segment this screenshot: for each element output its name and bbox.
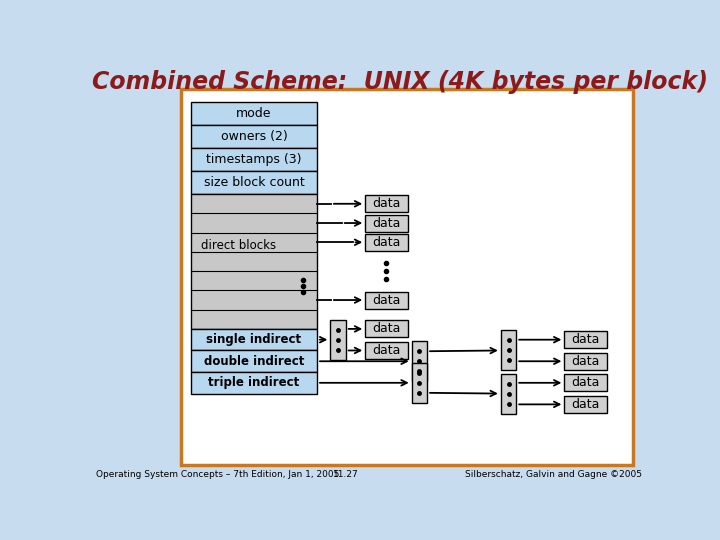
Text: data: data bbox=[372, 294, 400, 307]
Bar bbox=[181, 90, 632, 465]
Text: direct blocks: direct blocks bbox=[201, 239, 276, 252]
Text: data: data bbox=[572, 376, 600, 389]
Bar bbox=[191, 148, 317, 171]
Text: Silberschatz, Galvin and Gagne ©2005: Silberschatz, Galvin and Gagne ©2005 bbox=[465, 470, 642, 479]
Bar bbox=[365, 320, 408, 338]
Bar bbox=[412, 341, 427, 381]
Text: double indirect: double indirect bbox=[204, 355, 304, 368]
Text: size block count: size block count bbox=[204, 176, 305, 189]
Bar bbox=[365, 342, 408, 359]
Bar bbox=[412, 363, 427, 403]
Bar bbox=[365, 292, 408, 308]
Bar bbox=[500, 330, 516, 370]
Bar bbox=[191, 329, 317, 350]
Bar bbox=[564, 396, 607, 413]
Text: mode: mode bbox=[236, 107, 271, 120]
Bar bbox=[191, 194, 317, 329]
Bar bbox=[191, 171, 317, 194]
Text: data: data bbox=[572, 398, 600, 411]
Bar bbox=[191, 102, 317, 125]
Text: single indirect: single indirect bbox=[207, 333, 302, 346]
Text: triple indirect: triple indirect bbox=[208, 376, 300, 389]
Text: Operating System Concepts – 7th Edition, Jan 1, 2005: Operating System Concepts – 7th Edition,… bbox=[96, 470, 340, 479]
Text: owners (2): owners (2) bbox=[220, 130, 287, 143]
Text: data: data bbox=[372, 322, 400, 335]
Bar bbox=[191, 372, 317, 394]
Text: data: data bbox=[372, 236, 400, 249]
Text: Combined Scheme:  UNIX (4K bytes per block): Combined Scheme: UNIX (4K bytes per bloc… bbox=[92, 70, 708, 94]
Bar bbox=[564, 374, 607, 392]
Text: data: data bbox=[372, 197, 400, 210]
Text: 11.27: 11.27 bbox=[333, 470, 359, 479]
Bar bbox=[500, 374, 516, 414]
Bar bbox=[564, 331, 607, 348]
Text: data: data bbox=[372, 217, 400, 230]
Bar bbox=[191, 350, 317, 372]
Text: data: data bbox=[572, 355, 600, 368]
Bar bbox=[365, 195, 408, 212]
Bar bbox=[365, 214, 408, 232]
Bar bbox=[191, 125, 317, 148]
Bar bbox=[564, 353, 607, 370]
Text: timestamps (3): timestamps (3) bbox=[206, 153, 302, 166]
Text: data: data bbox=[572, 333, 600, 346]
Bar bbox=[365, 234, 408, 251]
Bar bbox=[330, 320, 346, 360]
Text: data: data bbox=[372, 344, 400, 357]
